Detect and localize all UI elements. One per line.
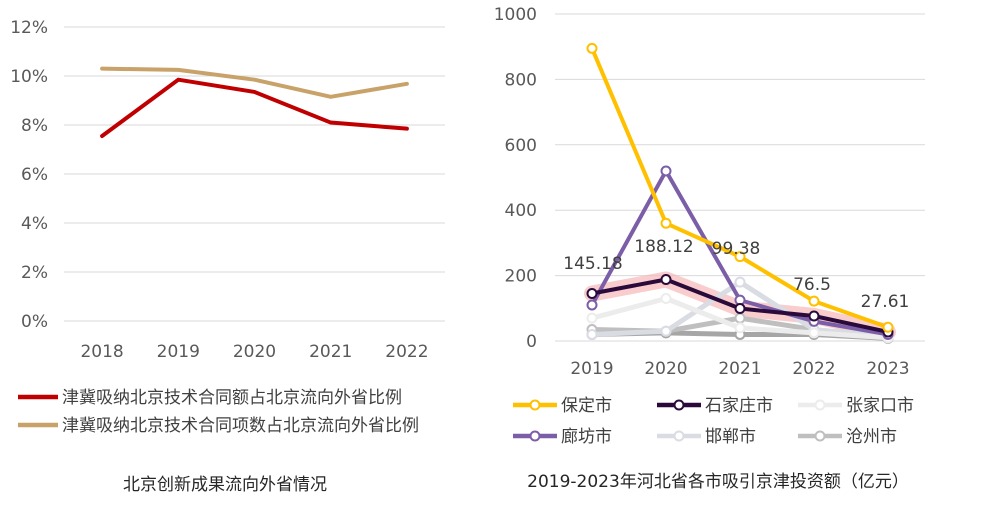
right-series-marker-3 <box>586 299 598 311</box>
right-series-marker-1 <box>808 310 820 322</box>
left-y-tick-label: 4% <box>21 214 48 234</box>
right-x-tick-label: 2021 <box>718 359 761 379</box>
right-series-marker-0 <box>882 321 894 333</box>
right-series-marker-2 <box>660 292 672 304</box>
right-x-tick-label: 2023 <box>866 359 909 379</box>
right-legend-marker <box>529 399 541 411</box>
right-x-tick-label: 2022 <box>792 359 835 379</box>
left-y-tick-label: 6% <box>21 165 48 185</box>
data-label: 188.12 <box>634 237 693 257</box>
data-label: 145.18 <box>563 254 622 274</box>
left-legend-label: 津冀吸纳北京技术合同额占北京流向外省比例 <box>62 388 402 408</box>
right-y-tick-label: 0 <box>526 332 537 352</box>
right-series-marker-3 <box>660 165 672 177</box>
data-label: 76.5 <box>793 275 831 295</box>
left-y-tick-label: 12% <box>10 18 48 38</box>
right-series-marker-0 <box>808 295 820 307</box>
right-legend-marker <box>814 430 826 442</box>
left-series-line-0 <box>100 77 409 139</box>
data-label: 99.38 <box>712 239 761 259</box>
right-legend-marker <box>673 399 685 411</box>
right-legend-label: 保定市 <box>561 396 612 416</box>
left-x-tick-label: 2020 <box>233 342 276 362</box>
right-y-tick-label: 600 <box>505 136 537 156</box>
right-legend-marker <box>529 430 541 442</box>
left-series-line-1 <box>100 66 409 99</box>
right-series-marker-2 <box>734 322 746 334</box>
data-label: 27.61 <box>861 292 910 312</box>
right-legend-label: 廊坊市 <box>561 427 612 447</box>
right-legend-label: 邯郸市 <box>705 427 756 447</box>
left-y-tick-label: 0% <box>21 312 48 332</box>
right-series-marker-2 <box>808 327 820 339</box>
right-series-marker-1 <box>734 303 746 315</box>
right-y-tick-label: 800 <box>505 70 537 90</box>
right-series-marker-1 <box>586 288 598 300</box>
right-legend-marker <box>673 430 685 442</box>
left-x-tick-label: 2022 <box>385 342 428 362</box>
right-y-tick-label: 400 <box>505 201 537 221</box>
right-series-marker-4 <box>586 328 598 340</box>
left-x-tick-label: 2019 <box>157 342 200 362</box>
left-y-tick-label: 2% <box>21 263 48 283</box>
right-chart: 0 200 400 600 800 1000 2019 2020 2021 2022 2023 145… <box>494 5 925 447</box>
right-y-tick-label: 200 <box>505 267 537 287</box>
right-y-tick-label: 1000 <box>494 5 537 25</box>
right-series-marker-0 <box>734 251 746 263</box>
right-series-marker-0 <box>586 42 598 54</box>
right-x-tick-label: 2020 <box>644 359 687 379</box>
left-legend-label: 津冀吸纳北京技术合同项数占北京流向外省比例 <box>62 416 419 436</box>
left-y-tick-label: 10% <box>10 67 48 87</box>
left-x-tick-label: 2018 <box>80 342 123 362</box>
right-series-marker-2 <box>586 312 598 324</box>
right-series-marker-4 <box>734 276 746 288</box>
right-chart-title: 2019-2023年河北省各市吸引京津投资额（亿元） <box>527 472 909 492</box>
right-series-marker-1 <box>660 273 672 285</box>
right-legend-marker <box>814 399 826 411</box>
left-x-tick-label: 2021 <box>309 342 352 362</box>
right-series-marker-0 <box>660 217 672 229</box>
right-series-marker-4 <box>660 325 672 337</box>
right-legend-label: 张家口市 <box>846 396 914 416</box>
left-chart-title: 北京创新成果流向外省情况 <box>123 475 327 495</box>
right-x-tick-label: 2019 <box>570 359 613 379</box>
right-series-marker-5 <box>734 312 746 324</box>
right-legend-label: 石家庄市 <box>705 396 773 416</box>
right-legend-label: 沧州市 <box>846 427 897 447</box>
left-chart: 0% 2% 4% 6% 8% 10% 12% 2018 2019 2020 2021 2022 津冀吸纳… <box>10 18 445 436</box>
left-y-tick-label: 8% <box>21 116 48 136</box>
